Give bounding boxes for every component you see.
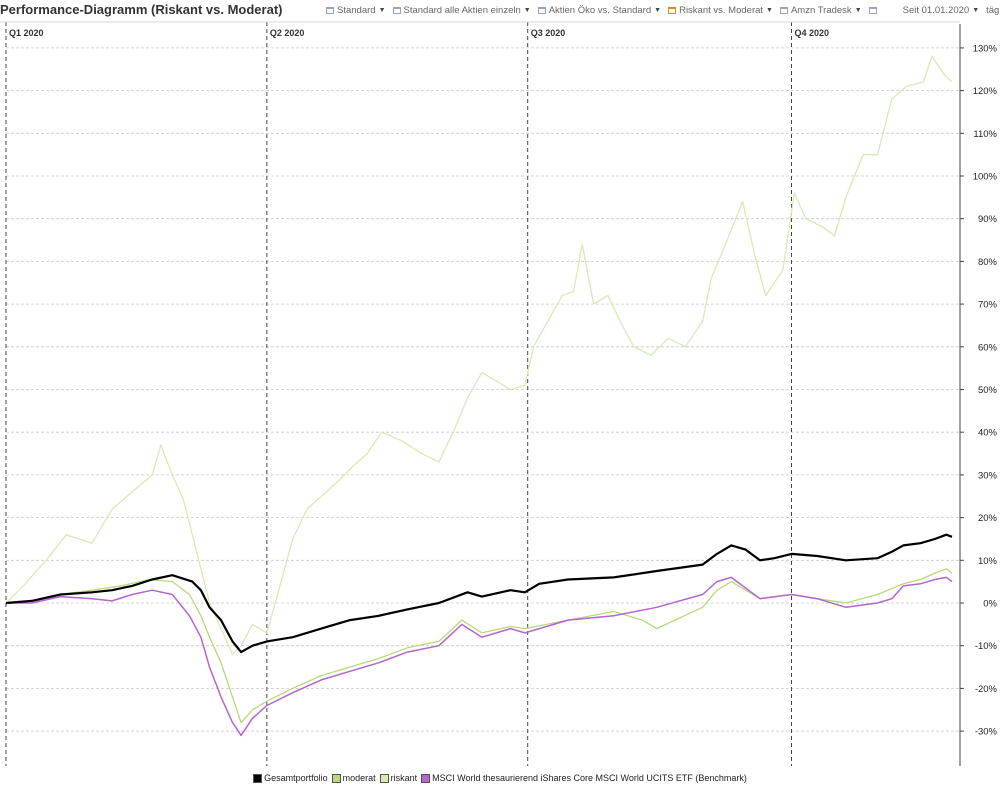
view-amzn-tradesk[interactable]: Amzn Tradesk ▼	[779, 4, 862, 16]
y-tick-label: 30%	[978, 470, 998, 481]
view-label: Standard alle Aktien einzeln	[403, 4, 521, 16]
series-line-gesamtportfolio	[5, 533, 953, 654]
legend-item-riskant[interactable]: riskant	[379, 773, 418, 783]
view-standard[interactable]: Standard ▼	[326, 5, 386, 16]
view-riskant-vs-moderat[interactable]: Riskant vs. Moderat ▼	[668, 5, 773, 16]
quarter-label: Q3 2020	[531, 28, 566, 38]
y-tick-label: 50%	[978, 385, 998, 396]
legend-swatch	[421, 773, 431, 783]
y-tick-label: -10%	[975, 641, 998, 652]
y-tick-label: 100%	[973, 172, 998, 183]
dropdown-arrow-icon: ▼	[523, 6, 531, 14]
add-view-icon	[868, 6, 877, 14]
y-axis: -30% -20% -10% 0% 10% 20% 30% 40% 50% 60% 70% 80% 90…	[0, 21, 998, 766]
chart-legend: Gesamtportfolio moderat riskant MSCI Wor…	[0, 773, 1000, 783]
dropdown-arrow-icon: ▼	[654, 6, 662, 14]
series-line-riskant	[5, 55, 953, 655]
chart-view-icon	[668, 6, 677, 14]
quarter-label: Q1 2020	[9, 28, 44, 38]
dropdown-arrow-icon: ▼	[854, 6, 862, 14]
chart-view-icon	[392, 6, 401, 14]
y-tick-label: -20%	[975, 684, 998, 695]
y-tick-label: 60%	[978, 342, 998, 353]
y-tick-label: 40%	[978, 428, 998, 439]
performance-chart: Q1 2020 Q2 2020 Q3 2020 Q4 2020 -30% -20% -10…	[0, 21, 998, 766]
legend-label: moderat	[342, 773, 376, 783]
page-title: Performance-Diagramm (Riskant vs. Modera…	[0, 2, 283, 17]
y-tick-label: 120%	[973, 86, 998, 97]
legend-label: Gesamtportfolio	[264, 773, 328, 783]
view-aktien-oeko[interactable]: Aktien Öko vs. Standard ▼	[537, 4, 662, 16]
y-tick-label: 130%	[973, 43, 998, 54]
legend-item-moderat[interactable]: moderat	[331, 773, 376, 783]
series-line-msci	[6, 576, 953, 737]
view-standard-alle-aktien[interactable]: Standard alle Aktien einzeln ▼	[392, 4, 531, 16]
dropdown-arrow-icon: ▼	[972, 6, 980, 14]
view-label: Riskant vs. Moderat	[679, 4, 764, 16]
interval-select[interactable]: täglich ▼	[986, 5, 1000, 16]
legend-swatch	[379, 773, 389, 783]
dropdown-arrow-icon: ▼	[766, 6, 773, 14]
dropdown-arrow-icon: ▼	[378, 6, 386, 14]
y-tick-label: 70%	[978, 300, 998, 311]
y-tick-label: 110%	[973, 129, 997, 140]
legend-swatch	[331, 773, 341, 783]
chart-view-icon	[537, 6, 546, 14]
legend-item-gesamtportfolio[interactable]: Gesamtportfolio	[253, 773, 328, 783]
legend-label: riskant	[390, 773, 418, 783]
view-label: Amzn Tradesk	[790, 4, 852, 16]
period-select[interactable]: Seit 01.01.2020 ▼	[903, 5, 980, 16]
chart-series	[5, 55, 953, 737]
y-tick-label: -30%	[975, 727, 998, 738]
interval-label: täglich	[986, 4, 1000, 16]
quarter-label: Q2 2020	[270, 28, 305, 38]
period-label: Seit 01.01.2020	[902, 4, 970, 16]
view-label: Aktien Öko vs. Standard	[548, 4, 652, 16]
legend-swatch	[253, 773, 263, 783]
y-tick-label: 10%	[978, 556, 998, 567]
add-view-button[interactable]	[868, 6, 880, 14]
legend-label: MSCI World thesaurierend iShares Core MS…	[432, 773, 747, 783]
chart-view-icon	[326, 6, 334, 14]
y-tick-label: 20%	[978, 513, 998, 524]
chart-view-icon	[779, 6, 788, 14]
y-tick-label: 80%	[978, 257, 998, 268]
quarter-label: Q4 2020	[794, 28, 829, 38]
y-tick-label: 90%	[978, 214, 998, 225]
chart-grid	[6, 47, 960, 732]
chart-toolbar: Standard ▼ Standard alle Aktien einzeln …	[326, 2, 1000, 18]
legend-item-msci-world[interactable]: MSCI World thesaurierend iShares Core MS…	[421, 773, 747, 783]
y-tick-label: 0%	[983, 599, 997, 610]
view-label: Standard	[337, 4, 376, 16]
